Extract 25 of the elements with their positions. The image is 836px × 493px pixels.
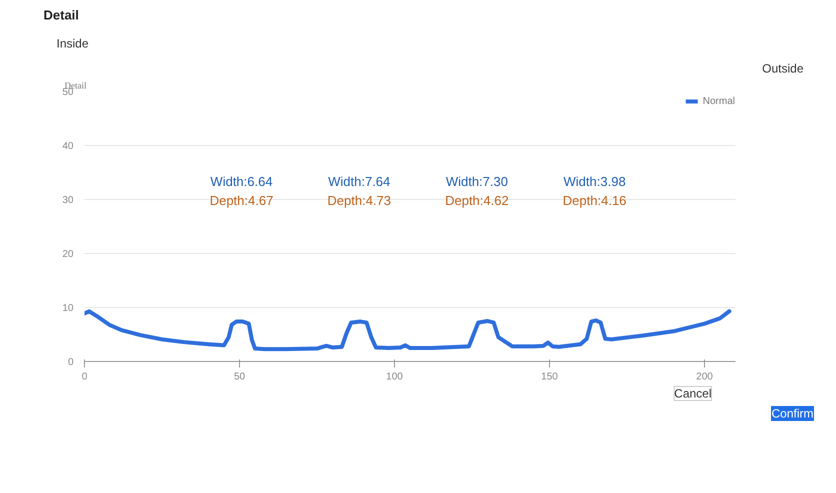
text: Outside [762,62,804,76]
line-series [84,309,732,352]
annotation: Depth:4.62 [445,193,509,208]
annotation: Width:3.98 [564,174,626,189]
annotation: Depth:4.73 [327,193,392,208]
x-tick-label: 150 [541,372,558,382]
x-tick-label: 100 [386,372,404,382]
annotation: Width:7.64 [328,174,390,189]
annotation: Depth:4.67 [210,193,274,208]
text: Cancel [674,386,712,400]
x-tick-label: 0 [82,372,88,382]
legend-label: Normal [702,96,735,106]
text: Confirm [771,406,814,420]
text: Inside [56,36,89,50]
annotation: Depth:4.16 [562,193,626,208]
x-tick-label: 200 [696,372,714,382]
x-tick-label: 50 [234,372,246,382]
chart-title: Detail [44,8,79,22]
annotation: Width:6.64 [210,174,273,189]
y-tick-label: 10 [62,303,74,314]
y-tick-label: 0 [68,357,74,368]
y-tick-label: 30 [62,195,74,206]
y-tick-label: 40 [62,141,74,152]
y-tick-label: 20 [62,249,74,260]
annotation: Width:7.30 [446,174,508,189]
